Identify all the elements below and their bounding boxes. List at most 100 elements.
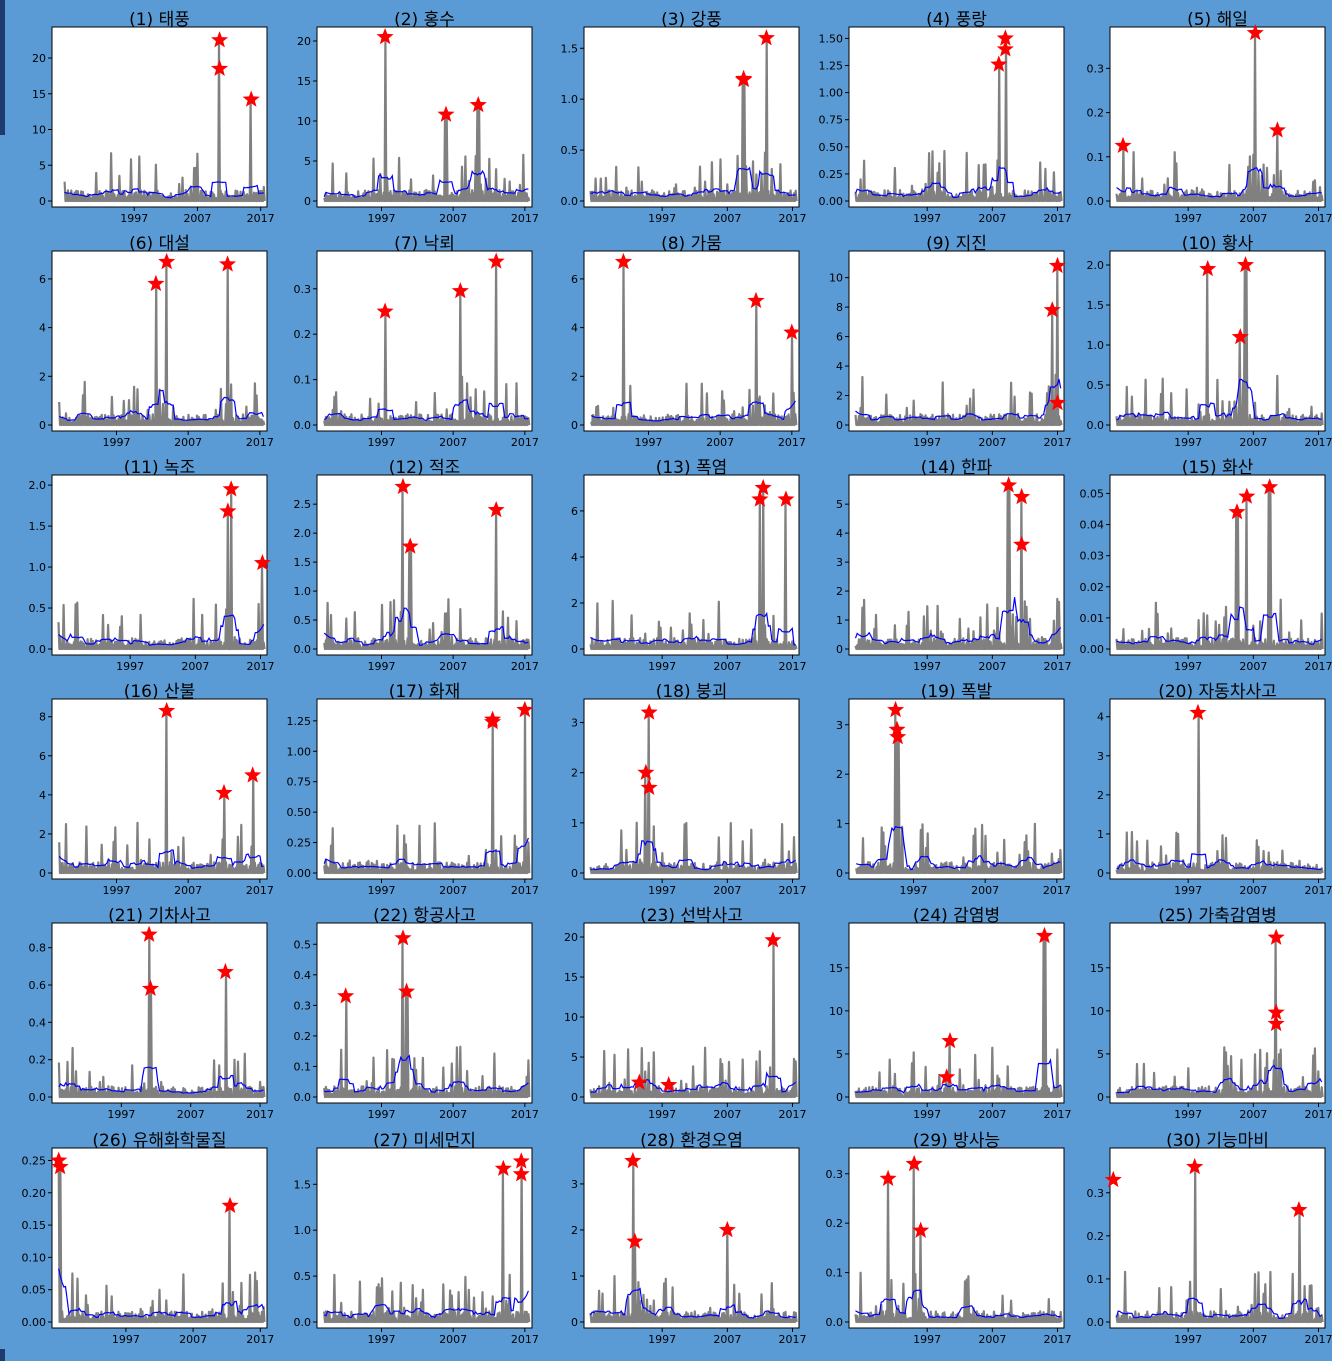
chart-panel: (2) 홍수 0 5 10 15 20 1997 2007 2017: [267, 3, 542, 227]
peak-star-marker: [140, 925, 158, 942]
y-tick-label: 0.00: [1080, 643, 1105, 656]
x-tick-label: 2017: [246, 1333, 274, 1346]
y-tick-label: 0.0: [1087, 1316, 1105, 1329]
peak-star-marker: [211, 31, 229, 48]
plot-area: [848, 1147, 1065, 1329]
y-tick-label: 1.5: [561, 42, 579, 55]
peak-star-marker: [158, 701, 176, 719]
y-tick-label: 0.0: [294, 419, 312, 432]
raw-series-line: [1115, 936, 1324, 1099]
chart-panel: (21) 기차사고 0.0 0.2 0.4 0.6 0.8 1997 2007 2017: [2, 899, 277, 1123]
x-tick-label: 1997: [648, 1108, 676, 1121]
raw-series-line: [1115, 1165, 1324, 1324]
peak-star-marker: [990, 55, 1008, 72]
plot-area: [848, 922, 1065, 1104]
x-tick-label: 1997: [1174, 660, 1202, 673]
raw-series-line: [1115, 263, 1324, 427]
peak-star-marker: [630, 1073, 648, 1090]
chart-panel: (22) 항공사고 0.0 0.1 0.2 0.3 0.4 0.5 1997 2007 2017: [267, 899, 542, 1123]
x-tick-label: 2007: [1239, 660, 1267, 673]
x-tick-label: 1997: [120, 212, 148, 225]
plot-area: [1109, 26, 1326, 208]
x-tick-label: 2007: [439, 1333, 467, 1346]
chart-svg: 0 5 10 15 20 1997 2007 2017: [32, 26, 275, 225]
y-tick-label: 0.4: [29, 1016, 47, 1029]
raw-series-line: [590, 260, 798, 427]
y-tick-label: 15: [564, 971, 578, 984]
y-tick-label: 0.2: [29, 1054, 47, 1067]
y-tick-label: 0.25: [22, 1154, 47, 1167]
y-tick-label: 2: [39, 828, 46, 841]
x-tick-label: 2017: [246, 1108, 274, 1121]
y-tick-label: 0: [304, 195, 311, 208]
y-tick-label: 3: [836, 719, 843, 732]
x-tick-label: 2017: [1304, 1333, 1332, 1346]
y-tick-label: 0.5: [294, 938, 312, 951]
x-tick-label: 1997: [1174, 212, 1202, 225]
chart-title: (18) 붕괴: [655, 682, 728, 702]
chart-panel: (8) 가뭄 0 2 4 6 1997 2007 2017: [534, 227, 809, 451]
peak-star-marker: [484, 713, 502, 730]
peak-star-marker: [905, 1154, 923, 1172]
plot-area: [583, 26, 800, 208]
y-tick-label: 0: [836, 867, 843, 880]
peak-star-marker: [1048, 393, 1066, 411]
y-tick-label: 2.5: [294, 498, 312, 511]
y-tick-label: 0: [836, 643, 843, 656]
peak-star-marker: [1237, 256, 1255, 273]
y-tick-label: 0.0: [294, 1091, 312, 1104]
y-tick-label: 1: [571, 817, 578, 830]
peak-star-marker: [754, 478, 772, 496]
peak-star-marker: [747, 291, 765, 309]
chart-panel: (12) 적조 0.0 0.5 1.0 1.5 2.0 2.5 1997 2007 2017: [267, 451, 542, 675]
y-tick-label: 0.04: [1080, 519, 1105, 532]
y-tick-label: 1.00: [819, 87, 844, 100]
x-tick-label: 2007: [174, 436, 202, 449]
y-tick-label: 4: [571, 322, 578, 335]
chart-svg: 0.0 0.5 1.0 1.5 2.0 2.5 1997 2007 2017: [294, 474, 539, 673]
y-tick-label: 6: [836, 331, 843, 344]
y-tick-label: 0.75: [287, 776, 312, 789]
y-tick-label: 1.0: [29, 561, 47, 574]
y-tick-label: 0: [571, 1091, 578, 1104]
chart-panel: (29) 방사능 0.0 0.1 0.2 0.3 1997 2007 2017: [799, 1124, 1074, 1348]
y-tick-label: 0: [1097, 1091, 1104, 1104]
y-tick-label: 0: [39, 195, 46, 208]
raw-series-line: [57, 1160, 266, 1324]
peak-star-marker: [879, 1169, 897, 1186]
smoothed-series-line: [855, 378, 1062, 421]
smoothed-series-line: [323, 399, 529, 422]
peak-star-marker: [938, 1068, 956, 1085]
x-tick-label: 2017: [778, 212, 806, 225]
smoothed-series-line: [64, 181, 264, 199]
chart-svg: 0 5 10 15 20 1997 2007 2017: [564, 922, 806, 1121]
chart-title: (3) 강풍: [661, 10, 722, 30]
plot-area: [316, 1147, 533, 1329]
y-tick-label: 0: [571, 643, 578, 656]
y-tick-label: 2: [39, 370, 46, 383]
y-tick-label: 0.2: [294, 1030, 312, 1043]
peak-star-marker: [401, 537, 419, 554]
y-tick-label: 20: [297, 35, 311, 48]
chart-panel: (27) 미세먼지 0.0 0.5 1.0 1.5 1997 2007 2017: [267, 1124, 542, 1348]
y-tick-label: 0.25: [287, 837, 312, 850]
peak-star-marker: [51, 1157, 69, 1175]
peak-star-marker: [640, 703, 658, 720]
y-tick-label: 0.0: [29, 643, 47, 656]
smoothed-series-line: [590, 166, 796, 198]
peak-star-marker: [718, 1220, 736, 1238]
x-tick-label: 2007: [181, 660, 209, 673]
chart-panel: (13) 폭염 0 2 4 6 1997 2007 2017: [534, 451, 809, 675]
y-tick-label: 8: [836, 301, 843, 314]
chart-panel: (6) 대설 0 2 4 6 1997 2007 2017: [2, 227, 277, 451]
x-tick-label: 2007: [174, 884, 202, 897]
window-edge-bottom: [0, 1349, 5, 1361]
y-tick-label: 0.3: [294, 283, 312, 296]
y-tick-label: 0.00: [819, 195, 844, 208]
x-tick-label: 1997: [368, 1108, 396, 1121]
y-tick-label: 0: [1097, 867, 1104, 880]
y-tick-label: 4: [836, 360, 843, 373]
y-tick-label: 4: [571, 551, 578, 564]
x-tick-label: 2017: [511, 436, 539, 449]
y-tick-label: 0.05: [22, 1284, 47, 1297]
